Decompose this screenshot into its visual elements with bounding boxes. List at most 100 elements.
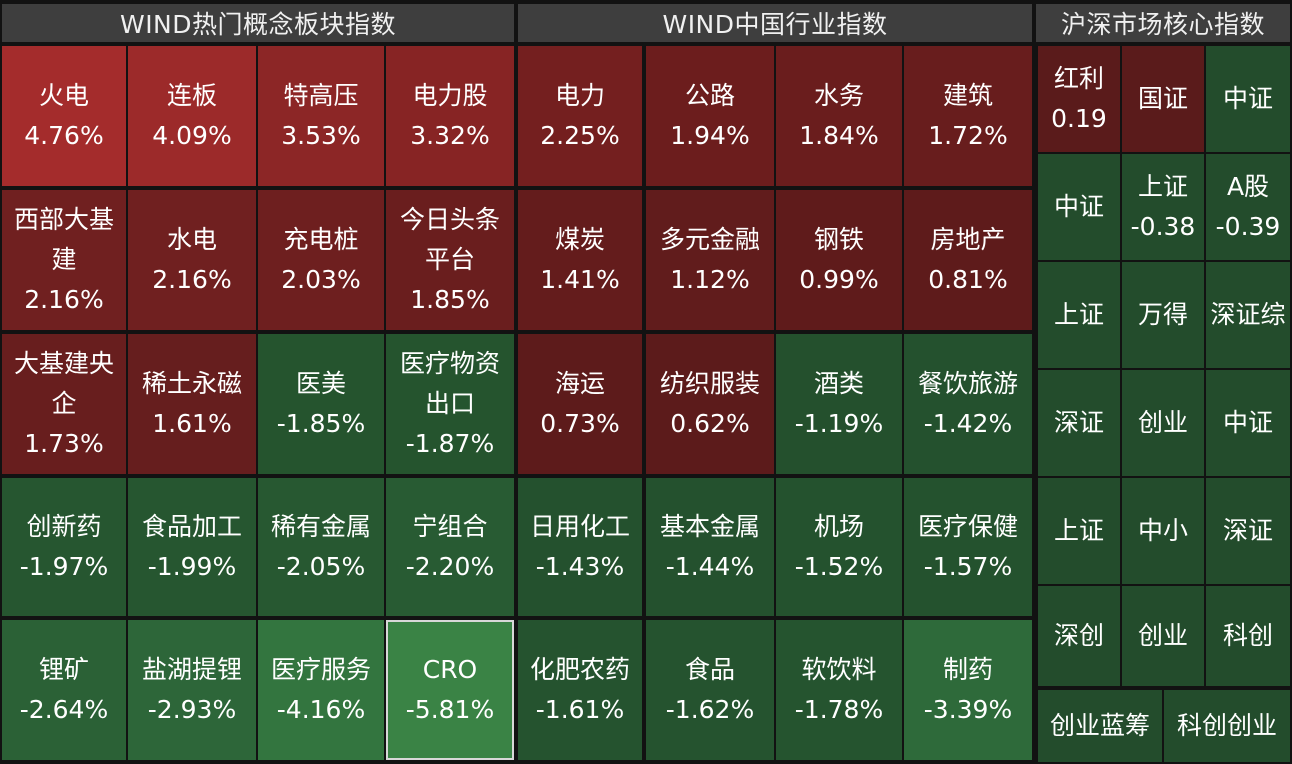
index-tile[interactable]: 稀土永磁 1.61% xyxy=(128,334,256,474)
index-tile[interactable]: A股 -0.39 xyxy=(1206,154,1290,260)
index-tile[interactable]: 基本金属 -1.44% xyxy=(646,478,774,616)
index-tile[interactable]: 软饮料 -1.78% xyxy=(776,620,902,760)
tile-change: 3.53% xyxy=(281,121,361,150)
tile-change: -1.78% xyxy=(794,695,884,724)
index-tile[interactable]: 医疗物资出口 -1.87% xyxy=(386,334,514,474)
tile-name: 日用化工 xyxy=(529,512,630,541)
index-tile[interactable]: 食品加工 -1.99% xyxy=(128,478,256,616)
index-tile[interactable]: 创业蓝筹 xyxy=(1038,690,1162,762)
index-tile[interactable]: 钢铁 0.99% xyxy=(776,190,902,330)
index-tile[interactable]: 稀有金属 -2.05% xyxy=(258,478,384,616)
tile-name: 科创 xyxy=(1222,621,1273,650)
index-tile[interactable]: 盐湖提锂 -2.93% xyxy=(128,620,256,760)
index-tile[interactable]: 电力股 3.32% xyxy=(386,46,514,186)
index-tile[interactable]: 制药 -3.39% xyxy=(904,620,1032,760)
index-tile[interactable]: 深创 xyxy=(1038,586,1120,686)
tile-change: -2.05% xyxy=(276,552,366,581)
index-tile[interactable]: 水电 2.16% xyxy=(128,190,256,330)
tile-change: 3.32% xyxy=(410,121,490,150)
index-tile[interactable]: 医美 -1.85% xyxy=(258,334,384,474)
tile-change: -2.64% xyxy=(19,695,109,724)
index-tile[interactable]: 宁组合 -2.20% xyxy=(386,478,514,616)
index-tile[interactable]: 酒类 -1.19% xyxy=(776,334,902,474)
tile-change: -1.57% xyxy=(923,552,1013,581)
index-tile[interactable]: 上证 -0.38 xyxy=(1122,154,1204,260)
tile-name: 连板 xyxy=(166,81,217,110)
tile-change: 0.73% xyxy=(540,409,620,438)
index-tile[interactable]: 水务 1.84% xyxy=(776,46,902,186)
index-tile[interactable]: 国证 xyxy=(1122,46,1204,152)
index-tile[interactable]: 海运 0.73% xyxy=(518,334,642,474)
tile-change: -1.42% xyxy=(923,409,1013,438)
index-tile[interactable]: 日用化工 -1.43% xyxy=(518,478,642,616)
tile-name: 水电 xyxy=(166,225,217,254)
index-tile[interactable]: 餐饮旅游 -1.42% xyxy=(904,334,1032,474)
index-tile[interactable]: 房地产 0.81% xyxy=(904,190,1032,330)
tile-name: 火电 xyxy=(38,81,89,110)
tile-name: 盐湖提锂 xyxy=(141,655,242,684)
tile-change: -4.16% xyxy=(276,695,366,724)
index-tile[interactable]: 煤炭 1.41% xyxy=(518,190,642,330)
index-tile[interactable]: 特高压 3.53% xyxy=(258,46,384,186)
index-tile[interactable]: 万得 xyxy=(1122,262,1204,368)
tile-name: 中证 xyxy=(1053,192,1104,221)
index-tile[interactable]: 西部大基建 2.16% xyxy=(2,190,126,330)
tile-change: -1.87% xyxy=(405,429,495,458)
tile-name: 上证 xyxy=(1137,172,1188,201)
index-tile[interactable]: 电力 2.25% xyxy=(518,46,642,186)
tile-name: 食品 xyxy=(684,655,735,684)
tile-name: 上证 xyxy=(1053,516,1104,545)
index-tile[interactable]: 红利 0.19 xyxy=(1038,46,1120,152)
index-tile[interactable]: 医疗服务 -4.16% xyxy=(258,620,384,760)
index-tile[interactable]: 科创创业 xyxy=(1164,690,1290,762)
tile-name: 创业 xyxy=(1137,408,1188,437)
index-tile[interactable]: 锂矿 -2.64% xyxy=(2,620,126,760)
tile-name: 上证 xyxy=(1053,300,1104,329)
index-tile[interactable]: 医疗保健 -1.57% xyxy=(904,478,1032,616)
index-tile[interactable]: 深证综 xyxy=(1206,262,1290,368)
index-tile[interactable]: 大基建央企 1.73% xyxy=(2,334,126,474)
tile-change: 1.61% xyxy=(152,409,232,438)
index-tile[interactable]: 充电桩 2.03% xyxy=(258,190,384,330)
index-tile[interactable]: 上证 xyxy=(1038,478,1120,584)
index-tile[interactable]: 深证 xyxy=(1038,370,1120,476)
index-tile[interactable]: 中小 xyxy=(1122,478,1204,584)
tile-name: 深证 xyxy=(1222,516,1273,545)
tile-name: 医美 xyxy=(295,369,346,398)
tile-name: 电力股 xyxy=(412,81,488,110)
core-section-header: 沪深市场核心指数 xyxy=(1036,4,1290,42)
tile-name: 创业 xyxy=(1137,621,1188,650)
index-tile[interactable]: 化肥农药 -1.61% xyxy=(518,620,642,760)
tile-name: 化肥农药 xyxy=(529,655,630,684)
index-tile[interactable]: CRO -5.81% xyxy=(386,620,514,760)
index-tile[interactable]: 创业 xyxy=(1122,370,1204,476)
index-tile[interactable]: 公路 1.94% xyxy=(646,46,774,186)
index-tile[interactable]: 连板 4.09% xyxy=(128,46,256,186)
index-tile[interactable]: 创新药 -1.97% xyxy=(2,478,126,616)
tile-change: 1.12% xyxy=(670,265,750,294)
index-tile[interactable]: 建筑 1.72% xyxy=(904,46,1032,186)
index-tile[interactable]: 食品 -1.62% xyxy=(646,620,774,760)
index-tile[interactable]: 纺织服装 0.62% xyxy=(646,334,774,474)
tile-change: 2.03% xyxy=(281,265,361,294)
index-tile[interactable]: 多元金融 1.12% xyxy=(646,190,774,330)
index-tile[interactable]: 机场 -1.52% xyxy=(776,478,902,616)
tile-name: 医疗保健 xyxy=(917,512,1018,541)
index-tile[interactable]: 深证 xyxy=(1206,478,1290,584)
index-tile[interactable]: 上证 xyxy=(1038,262,1120,368)
tile-change: -0.38 xyxy=(1130,212,1196,241)
tile-change: -2.20% xyxy=(405,552,495,581)
index-tile[interactable]: 今日头条平台 1.85% xyxy=(386,190,514,330)
tile-change: -3.39% xyxy=(923,695,1013,724)
tile-change: -1.44% xyxy=(665,552,755,581)
index-tile[interactable]: 创业 xyxy=(1122,586,1204,686)
tile-name: 今日头条平台 xyxy=(399,205,500,274)
index-tile[interactable]: 中证 xyxy=(1038,154,1120,260)
index-tile[interactable]: 科创 xyxy=(1206,586,1290,686)
tile-name: 深证 xyxy=(1053,408,1104,437)
tile-name: 海运 xyxy=(554,369,605,398)
tile-name: CRO xyxy=(422,655,478,684)
index-tile[interactable]: 中证 xyxy=(1206,46,1290,152)
index-tile[interactable]: 火电 4.76% xyxy=(2,46,126,186)
index-tile[interactable]: 中证 xyxy=(1206,370,1290,476)
